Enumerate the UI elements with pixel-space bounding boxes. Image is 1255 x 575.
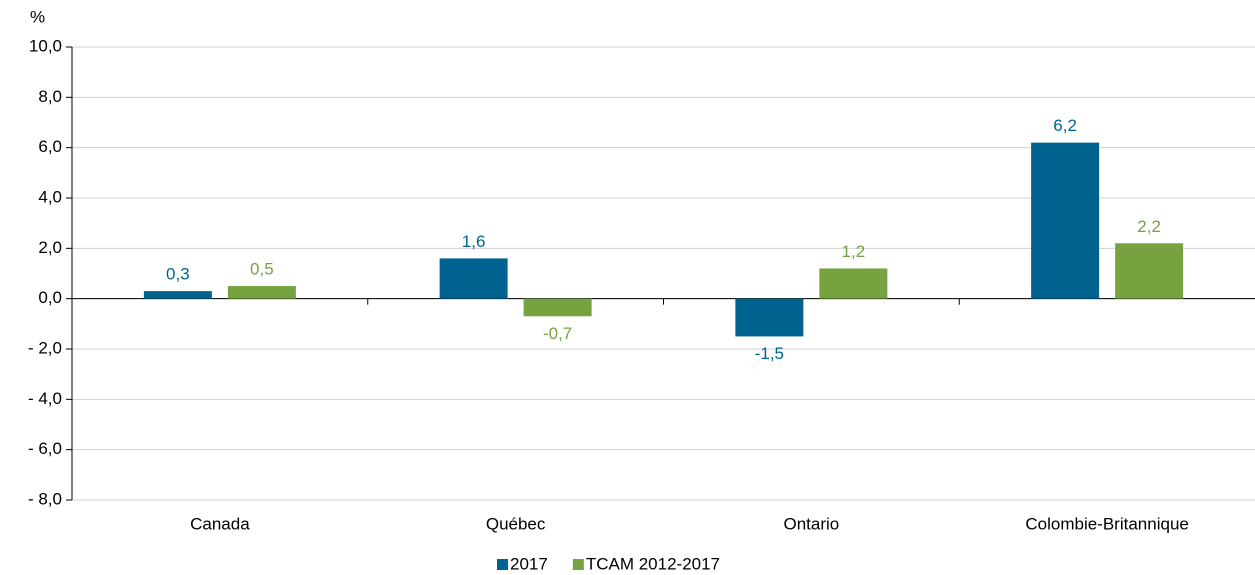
x-tick-label: Colombie-Britannique — [1025, 514, 1188, 533]
value-label: 0,5 — [250, 260, 274, 279]
bar — [227, 286, 296, 299]
y-tick-label: 8,0 — [38, 87, 62, 106]
y-tick-label: 0,0 — [38, 288, 62, 307]
value-label: 1,2 — [842, 242, 866, 261]
y-tick-label: 6,0 — [38, 137, 62, 156]
legend-swatch — [572, 559, 584, 570]
x-tick-label: Ontario — [784, 514, 840, 533]
y-axis-label: % — [30, 7, 45, 26]
value-label: -0,7 — [543, 324, 572, 343]
bar — [1031, 142, 1100, 299]
value-label: 1,6 — [462, 232, 486, 251]
bar — [1115, 243, 1184, 299]
y-tick-label: - 8,0 — [28, 489, 62, 508]
y-tick-label: 10,0 — [29, 36, 62, 55]
value-label: 2,2 — [1137, 217, 1161, 236]
bar — [143, 291, 212, 299]
y-tick-label: - 4,0 — [28, 389, 62, 408]
y-tick-label: 4,0 — [38, 187, 62, 206]
bar — [439, 258, 508, 299]
value-label: -1,5 — [755, 344, 784, 363]
y-tick-label: - 2,0 — [28, 338, 62, 357]
y-tick-label: - 6,0 — [28, 439, 62, 458]
x-tick-label: Canada — [190, 514, 250, 533]
bar — [735, 298, 804, 337]
bar — [819, 268, 888, 299]
legend-label: TCAM 2012-2017 — [586, 554, 720, 573]
value-label: 0,3 — [166, 265, 190, 284]
legend-swatch — [497, 559, 508, 570]
y-tick-label: 2,0 — [38, 238, 62, 257]
x-tick-label: Québec — [486, 514, 546, 533]
legend-label: 2017 — [510, 554, 548, 573]
bar — [523, 298, 592, 317]
value-label: 6,2 — [1053, 116, 1077, 135]
